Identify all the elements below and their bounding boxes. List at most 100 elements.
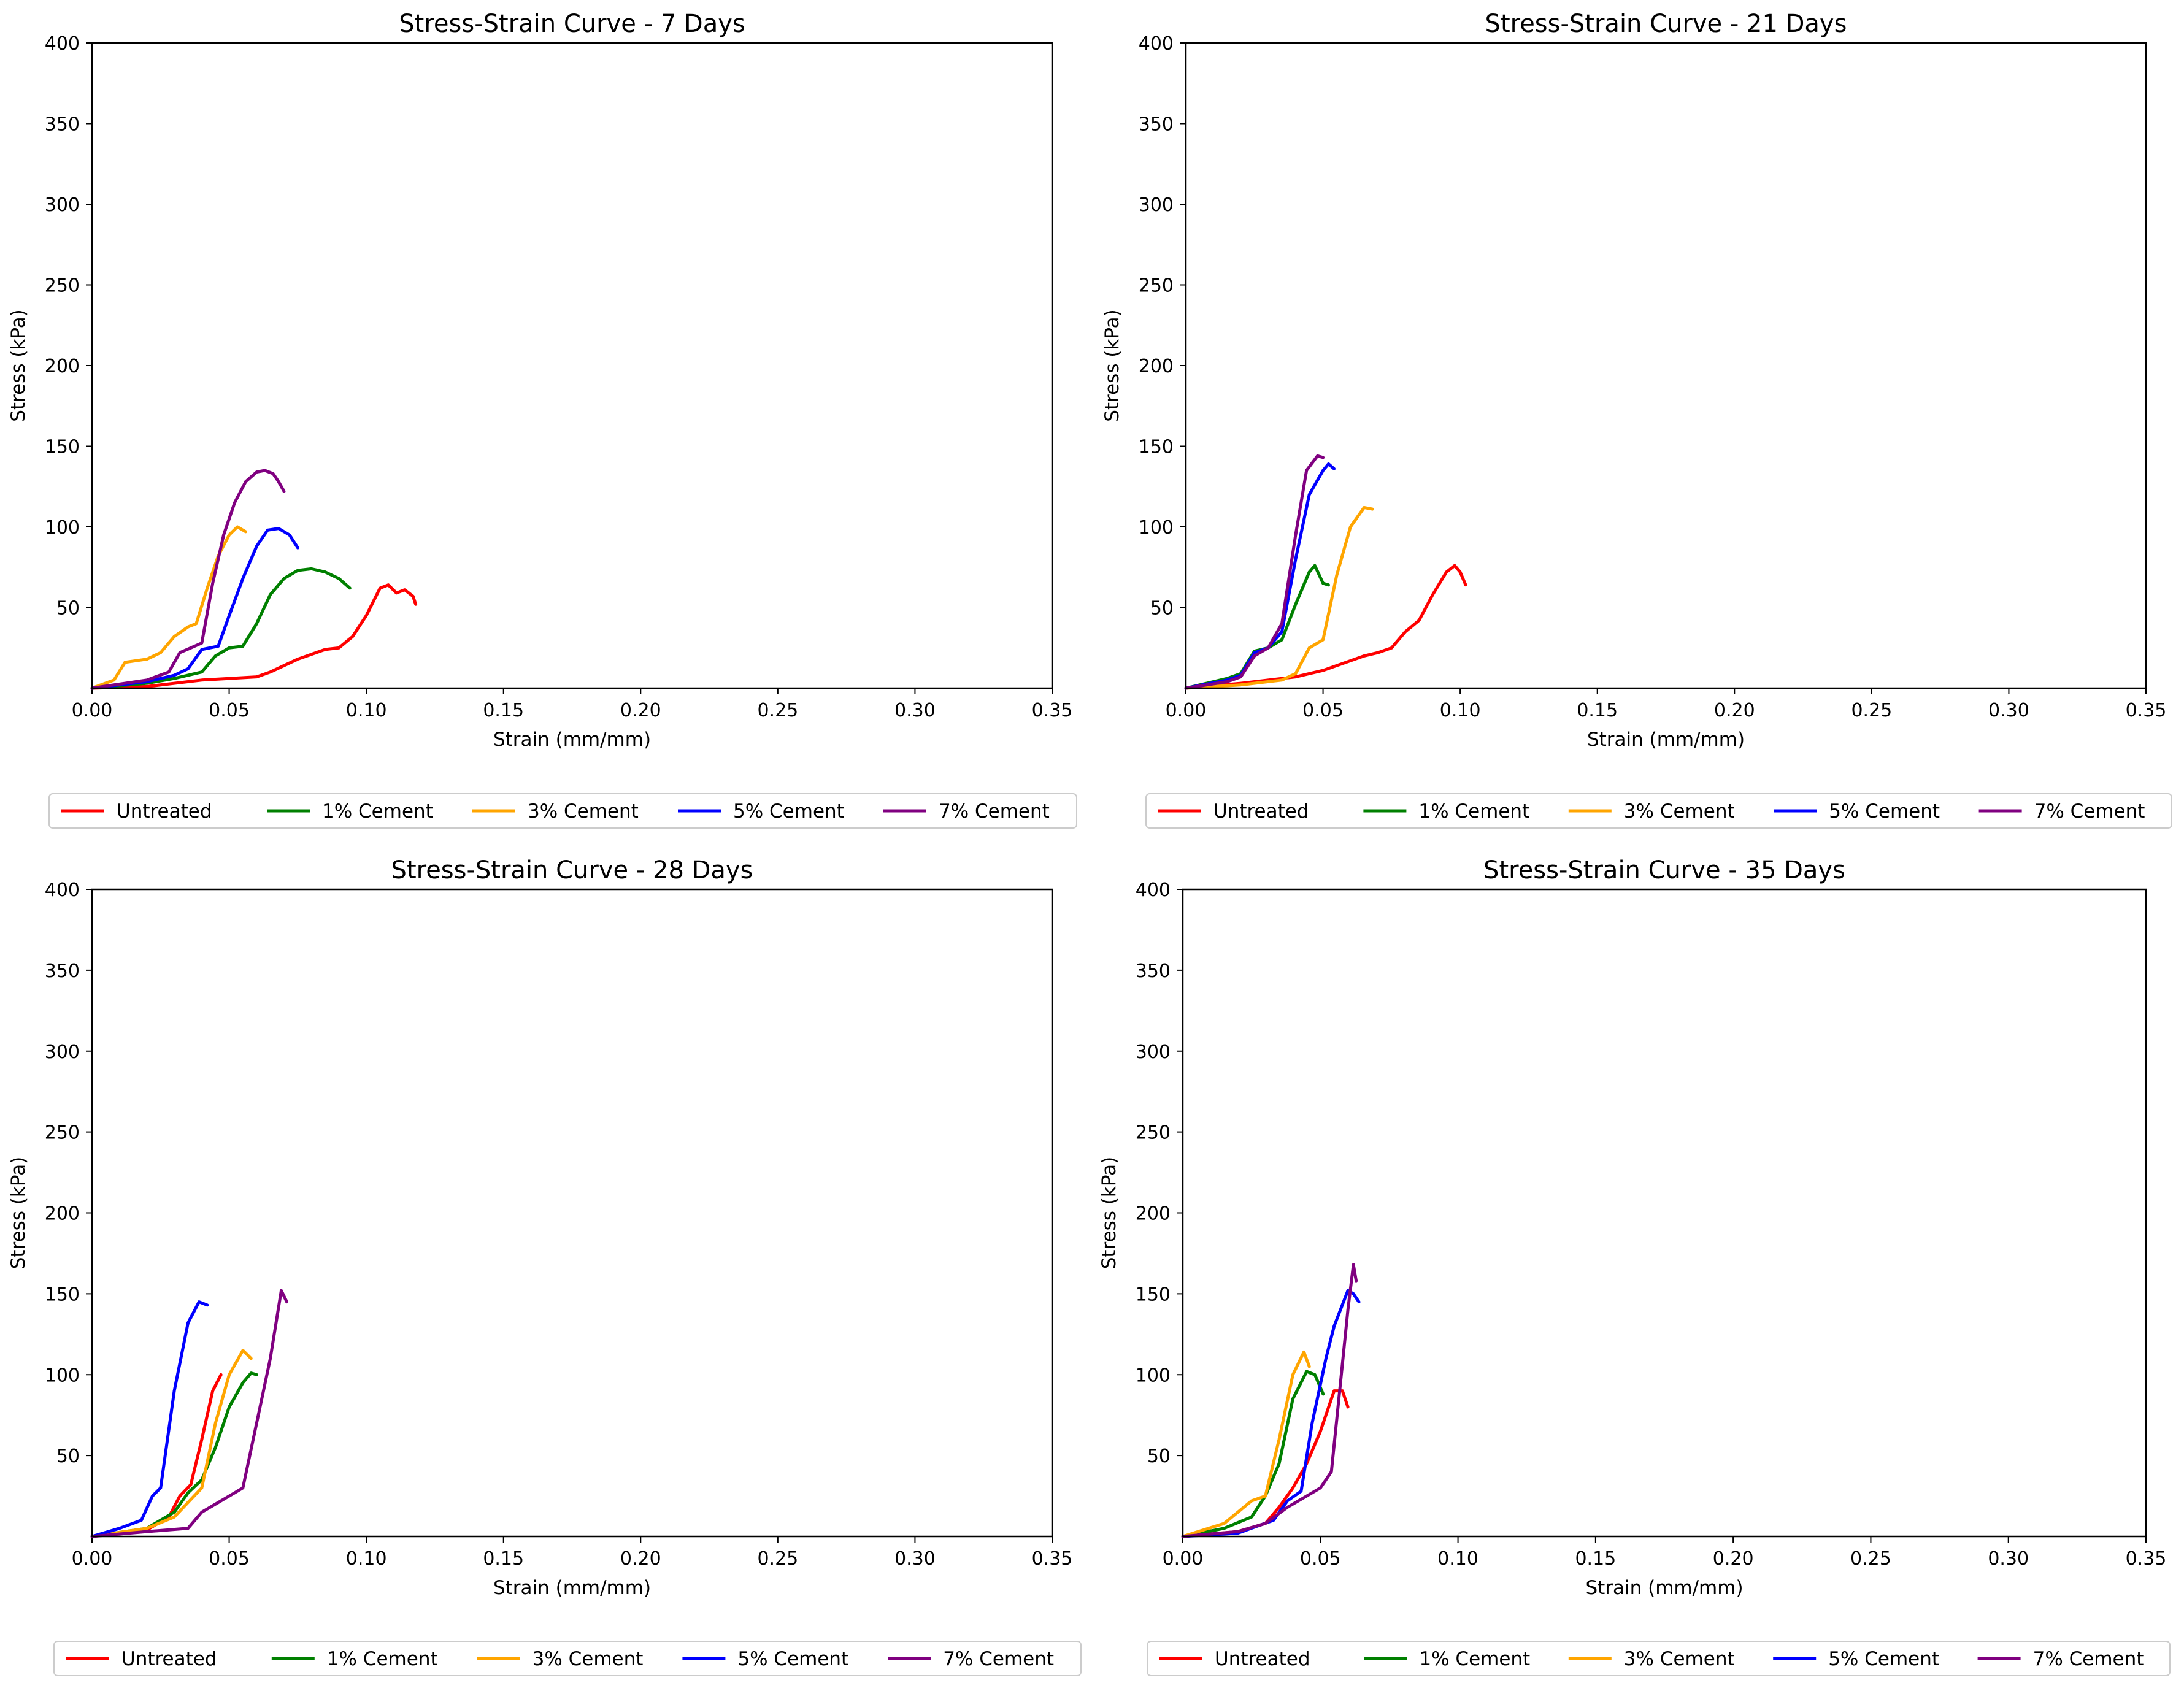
x-tick-label: 0.30: [894, 700, 936, 721]
series-line-7pct-cement: [1184, 454, 1325, 690]
plot-frame: [1185, 42, 2147, 689]
y-axis-label: Stress (kPa): [7, 1157, 29, 1270]
chart-title: Stress-Strain Curve - 28 Days: [391, 856, 753, 884]
plot-frame: [1182, 888, 2147, 1538]
y-tick-label: 100: [1139, 517, 1174, 539]
legend-label: 3% Cement: [1624, 800, 1735, 822]
series-line-5pct-cement: [90, 527, 299, 690]
y-tick-label: 400: [1136, 880, 1171, 901]
x-tick-label: 0.30: [894, 1548, 936, 1570]
legend-label: Untreated: [1215, 1648, 1310, 1670]
y-axis-label: Stress (kPa): [1098, 1157, 1120, 1270]
legend-label: 1% Cement: [322, 800, 433, 822]
series-line-untreated: [90, 583, 418, 690]
legend-label: 5% Cement: [737, 1648, 848, 1670]
x-tick-label: 0.10: [346, 700, 387, 721]
x-tick-label: 0.20: [1713, 1548, 1754, 1570]
y-tick-label: 300: [45, 194, 80, 216]
plot-frame: [91, 42, 1053, 689]
legend-box: [53, 1641, 1082, 1676]
legend-label: 1% Cement: [1418, 800, 1529, 822]
y-tick-label: 400: [45, 880, 80, 901]
chart-panel-1: Stress-Strain Curve - 7 Days 0.00 0.05 0.10…: [7, 10, 1077, 829]
chart-title: Stress-Strain Curve - 21 Days: [1485, 10, 1847, 38]
y-tick-label: 100: [1136, 1365, 1171, 1386]
series-line-7pct-cement: [90, 469, 286, 690]
legend-label: 5% Cement: [1828, 1648, 1939, 1670]
legend-label: 7% Cement: [2033, 1648, 2144, 1670]
x-tick-label: 0.25: [757, 700, 798, 721]
x-axis-label: Strain (mm/mm): [1585, 1577, 1743, 1599]
series-line-1pct-cement: [1184, 564, 1330, 690]
x-tick-label: 0.30: [1988, 1548, 2029, 1570]
y-tick-label: 250: [45, 1122, 80, 1144]
y-tick-label: 200: [1136, 1203, 1171, 1225]
legend: Untreated 1% Cement 3% Cement 5% Cement 7% C…: [48, 793, 1077, 829]
legend-label: 1% Cement: [1419, 1648, 1530, 1670]
y-tick-label: 150: [1136, 1284, 1171, 1305]
series-line-3pct-cement: [1181, 1350, 1311, 1538]
x-tick-label: 0.00: [1163, 1548, 1204, 1570]
y-tick-label: 100: [45, 517, 80, 539]
x-tick-label: 0.00: [72, 1548, 113, 1570]
y-tick-label: 150: [45, 437, 80, 458]
legend: Untreated 1% Cement 3% Cement 5% Cement 7% C…: [53, 1641, 1082, 1676]
legend-label: 3% Cement: [533, 1648, 644, 1670]
series-line-3pct-cement: [90, 1349, 253, 1538]
series-line-7pct-cement: [1181, 1263, 1358, 1538]
x-tick-label: 0.05: [209, 1548, 250, 1570]
legend-label: 7% Cement: [943, 1648, 1054, 1670]
legend-box: [1145, 793, 2172, 829]
series-line-3pct-cement: [90, 525, 247, 690]
chart-panel-2: Stress-Strain Curve - 21 Days 0.00 0.05 0.1…: [1101, 10, 2172, 829]
y-tick-label: 250: [1139, 275, 1174, 297]
y-tick-label: 100: [45, 1365, 80, 1386]
legend-box: [1147, 1641, 2171, 1676]
legend-label: 1% Cement: [327, 1648, 438, 1670]
series-line-1pct-cement: [1181, 1370, 1325, 1538]
x-tick-label: 0.10: [1437, 1548, 1478, 1570]
y-tick-label: 200: [45, 1203, 80, 1225]
legend: Untreated 1% Cement 3% Cement 5% Cement 7% C…: [1147, 1641, 2171, 1676]
series-line-5pct-cement: [90, 1300, 209, 1538]
legend-label: 5% Cement: [1829, 800, 1940, 822]
x-tick-label: 0.20: [620, 1548, 661, 1570]
plot-frame: [91, 888, 1053, 1538]
y-tick-label: 50: [56, 1446, 80, 1467]
x-tick-label: 0.10: [346, 1548, 387, 1570]
x-tick-label: 0.25: [1850, 1548, 1891, 1570]
x-tick-label: 0.35: [1032, 700, 1073, 721]
x-tick-label: 0.15: [483, 1548, 524, 1570]
x-tick-label: 0.05: [209, 700, 250, 721]
x-tick-label: 0.25: [757, 1548, 798, 1570]
y-tick-label: 400: [1139, 33, 1174, 55]
series-line-untreated: [1181, 1389, 1350, 1538]
x-axis-label: Strain (mm/mm): [493, 1577, 651, 1599]
legend-label: 5% Cement: [733, 800, 844, 822]
x-tick-label: 0.20: [620, 700, 661, 721]
x-tick-label: 0.05: [1302, 700, 1344, 721]
chart-panel-3: Stress-Strain Curve - 28 Days 0.00 0.05 0.1…: [7, 856, 1082, 1676]
y-tick-label: 50: [1147, 1446, 1171, 1467]
y-axis-label: Stress (kPa): [7, 309, 29, 422]
y-tick-label: 300: [1136, 1041, 1171, 1063]
y-tick-label: 350: [45, 114, 80, 136]
legend-label: 3% Cement: [528, 800, 639, 822]
y-tick-label: 300: [1139, 194, 1174, 216]
x-tick-label: 0.25: [1851, 700, 1892, 721]
x-tick-label: 0.00: [72, 700, 113, 721]
series-line-5pct-cement: [1181, 1289, 1361, 1538]
x-tick-label: 0.35: [1032, 1548, 1073, 1570]
y-tick-label: 400: [45, 33, 80, 55]
series-line-3pct-cement: [1184, 505, 1374, 690]
legend-label: 3% Cement: [1624, 1648, 1735, 1670]
x-tick-label: 0.15: [1577, 700, 1618, 721]
series-line-5pct-cement: [1184, 462, 1336, 690]
series-line-1pct-cement: [90, 567, 352, 690]
x-tick-label: 0.10: [1440, 700, 1481, 721]
chart-title: Stress-Strain Curve - 7 Days: [399, 10, 745, 38]
legend-label: 7% Cement: [939, 800, 1050, 822]
x-tick-label: 0.35: [2126, 700, 2167, 721]
legend: Untreated 1% Cement 3% Cement 5% Cement 7% C…: [1145, 793, 2172, 829]
